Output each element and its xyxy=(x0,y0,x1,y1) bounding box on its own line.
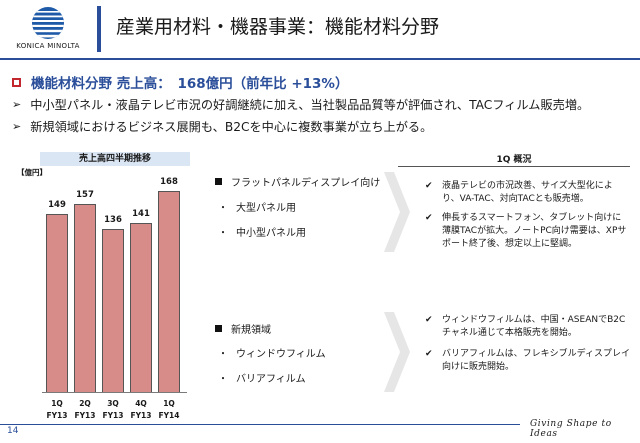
square-bullet-icon xyxy=(215,325,222,332)
chart-data-label: 149 xyxy=(48,199,66,210)
brand-name: KONICA MINOLTA xyxy=(16,42,80,50)
segment-sub-item-text: ウィンドウフィルム xyxy=(236,349,326,360)
slide-header: KONICA MINOLTA 産業用材料・機器事業：機能材料分野 xyxy=(0,0,640,56)
chart-data-label: 136 xyxy=(104,215,122,226)
globe-logo-icon xyxy=(32,7,64,39)
segment-title-new-areas: 新規領域 xyxy=(215,321,271,336)
chart-tick-label: 4Q xyxy=(135,399,147,408)
company-logo: KONICA MINOLTA xyxy=(8,6,88,52)
checkmark-icon: ✔ xyxy=(425,349,433,359)
checkmark-icon: ✔ xyxy=(425,181,433,191)
segment-sub-item: ・ウィンドウフィルム xyxy=(218,345,326,360)
summary-point-text: バリアフィルムは、フレキシブルディスプレイ向けに販売開始。 xyxy=(442,349,631,372)
chart-tick-label: FY13 xyxy=(130,411,152,420)
chart-bar xyxy=(158,191,180,392)
header-divider xyxy=(97,6,101,52)
summary-rule xyxy=(398,166,630,167)
page-title: 産業用材料・機器事業：機能材料分野 xyxy=(116,16,440,38)
dot-bullet-icon: ・ xyxy=(218,374,228,385)
summary-point: ✔ 液晶テレビの市況改善、サイズ大型化により、VA-TAC、対向TACとも販売増… xyxy=(425,180,630,206)
summary-point: ✔ バリアフィルムは、フレキシブルディスプレイ向けに販売開始。 xyxy=(425,348,630,374)
chart-bar xyxy=(130,223,152,392)
summary-point: ✔ 伸長するスマートフォン、タブレット向けに薄膜TACが拡大。ノートPC向け需要… xyxy=(425,212,630,251)
bullet-text: 中小型パネル・液晶テレビ市況の好調継続に加え、当社製品品質等が評価され、TACフ… xyxy=(30,98,590,112)
chart-tick-label: FY14 xyxy=(158,411,180,420)
square-bullet-icon xyxy=(215,178,222,185)
chart-tick-label: FY13 xyxy=(74,411,96,420)
headline-text: 機能材料分野 売上高： 168億円（前年比 +13%） xyxy=(31,76,349,92)
summary-point-text: ウィンドウフィルムは、中国・ASEANでB2Cチャネル通じて本格販売を開始。 xyxy=(442,315,626,338)
chart-bar xyxy=(46,213,68,392)
chart-bar xyxy=(74,204,96,392)
chart-baseline xyxy=(42,392,187,393)
chart-data-label: 157 xyxy=(76,190,94,201)
bullet-text: 新規領域におけるビジネス展開も、B2Cを中心に複数事業が立ち上がる。 xyxy=(30,120,433,134)
chart-tick-label: FY13 xyxy=(46,411,68,420)
arrow-bullet-icon: ➢ xyxy=(12,97,22,111)
segment-title-text: 新規領域 xyxy=(231,325,271,336)
bullet-item: ➢ 中小型パネル・液晶テレビ市況の好調継続に加え、当社製品品質等が評価され、TA… xyxy=(12,95,589,113)
footer-rule xyxy=(0,424,520,425)
segment-sub-item-text: 中小型パネル用 xyxy=(236,228,306,239)
headline: 機能材料分野 売上高： 168億円（前年比 +13%） xyxy=(12,72,348,92)
square-bullet-icon xyxy=(12,77,21,87)
summary-point-text: 液晶テレビの市況改善、サイズ大型化により、VA-TAC、対向TACとも販売増。 xyxy=(442,181,613,204)
chart-data-label: 141 xyxy=(132,209,150,220)
chart-unit-label: 【億円】 xyxy=(17,168,47,177)
bullet-item: ➢ 新規領域におけるビジネス展開も、B2Cを中心に複数事業が立ち上がる。 xyxy=(12,117,432,135)
dot-bullet-icon: ・ xyxy=(218,228,228,239)
summary-title: 1Q 概況 xyxy=(496,155,532,165)
header-rule xyxy=(0,58,640,60)
chart-data-label: 168 xyxy=(160,177,178,188)
chart-tick-label: FY13 xyxy=(102,411,124,420)
arrow-bullet-icon: ➢ xyxy=(12,119,22,133)
checkmark-icon: ✔ xyxy=(425,213,433,223)
segment-title-flat-panel: フラットパネルディスプレイ向け xyxy=(215,174,380,189)
segment-sub-item: ・大型パネル用 xyxy=(218,199,296,214)
segment-title-text: フラットパネルディスプレイ向け xyxy=(231,178,381,189)
dot-bullet-icon: ・ xyxy=(218,349,228,360)
segment-sub-item-text: 大型パネル用 xyxy=(236,203,296,214)
chart-bar xyxy=(102,229,124,392)
tagline: Giving Shape to Ideas xyxy=(530,419,612,439)
chevron-right-icon xyxy=(384,312,410,392)
summary-point-text: 伸長するスマートフォン、タブレット向けに薄膜TACが拡大。ノートPC向け需要は、… xyxy=(442,213,627,249)
chart-tick-label: 1Q xyxy=(163,399,175,408)
segment-sub-item-text: バリアフィルム xyxy=(236,374,306,385)
page-number: 14 xyxy=(7,426,19,436)
chart-tick-label: 3Q xyxy=(107,399,119,408)
segment-sub-item: ・中小型パネル用 xyxy=(218,224,306,239)
chart-tick-label: 1Q xyxy=(51,399,63,408)
summary-point: ✔ ウィンドウフィルムは、中国・ASEANでB2Cチャネル通じて本格販売を開始。 xyxy=(425,314,630,340)
chart-title: 売上高四半期推移 xyxy=(40,152,190,166)
chevron-right-icon xyxy=(384,172,410,252)
dot-bullet-icon: ・ xyxy=(218,203,228,214)
chart-tick-label: 2Q xyxy=(79,399,91,408)
checkmark-icon: ✔ xyxy=(425,315,433,325)
segment-sub-item: ・バリアフィルム xyxy=(218,370,306,385)
